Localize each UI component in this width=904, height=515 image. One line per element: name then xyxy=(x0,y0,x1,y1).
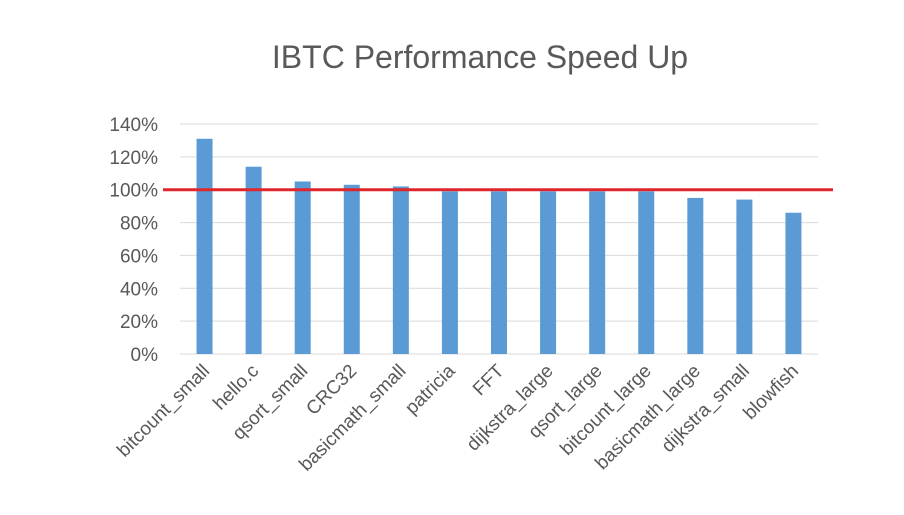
bar-dijkstra_small xyxy=(736,199,753,354)
x-category-label: bitcount_small xyxy=(113,361,214,462)
bar-bitcount_large xyxy=(638,191,655,354)
bar-qsort_small xyxy=(294,181,311,354)
bar-dijkstra_large xyxy=(540,191,557,354)
bar-CRC32 xyxy=(343,184,360,354)
y-tick-label: 0% xyxy=(131,345,159,366)
x-category-label: blowfish xyxy=(740,361,803,424)
x-category-label: patricia xyxy=(401,360,459,418)
chart-title: IBTC Performance Speed Up xyxy=(272,39,688,75)
y-tick-label: 100% xyxy=(109,181,158,202)
bar-basicmath_large xyxy=(687,197,704,354)
x-category-label: FFT xyxy=(469,360,509,400)
bar-hello.c xyxy=(245,166,262,354)
bar-bitcount_small xyxy=(196,138,213,354)
bar-patricia xyxy=(441,191,458,354)
x-axis-categories: bitcount_smallhello.cqsort_smallCRC32bas… xyxy=(113,360,803,475)
y-tick-label: 80% xyxy=(120,214,158,235)
y-tick-label: 120% xyxy=(109,148,158,169)
y-tick-label: 140% xyxy=(109,115,158,136)
bar-basicmath_small xyxy=(392,186,409,354)
bar-FFT xyxy=(491,191,507,354)
y-tick-label: 40% xyxy=(120,279,158,300)
y-axis-ticks: 0% 20% 40% 60% 80% 100% 120% 140% xyxy=(109,115,158,366)
y-tick-label: 20% xyxy=(120,312,158,333)
y-tick-label: 60% xyxy=(120,246,158,267)
bar-blowfish xyxy=(785,212,802,354)
bar-qsort_large xyxy=(589,191,606,354)
bars xyxy=(196,138,802,354)
